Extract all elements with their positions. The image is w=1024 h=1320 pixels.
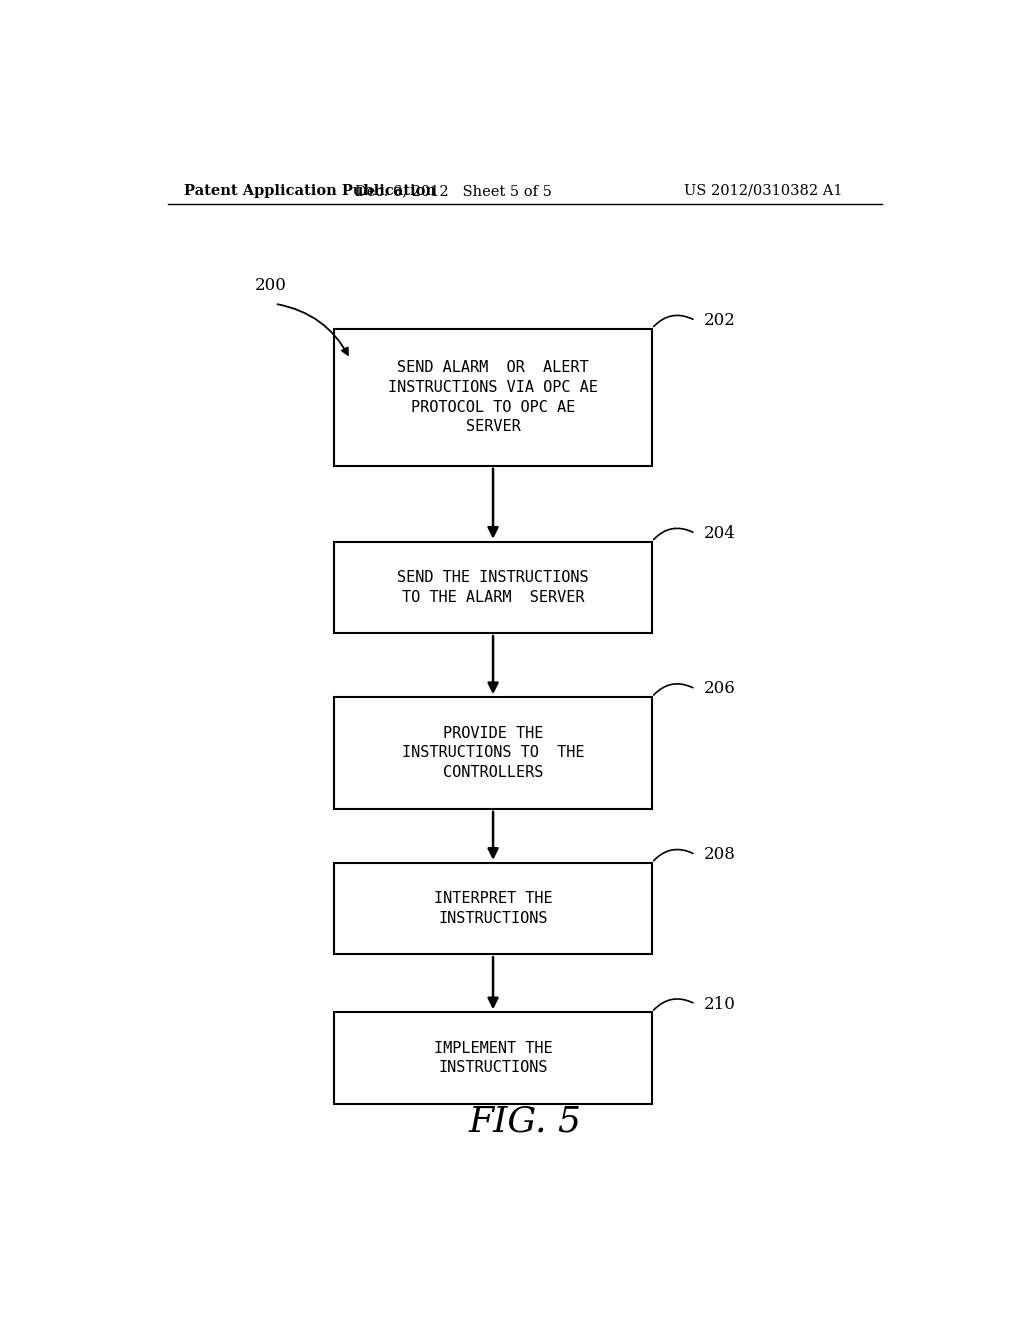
Text: IMPLEMENT THE
INSTRUCTIONS: IMPLEMENT THE INSTRUCTIONS <box>434 1040 552 1076</box>
Text: PROVIDE THE
INSTRUCTIONS TO  THE
CONTROLLERS: PROVIDE THE INSTRUCTIONS TO THE CONTROLL… <box>401 726 585 780</box>
Text: 210: 210 <box>703 995 735 1012</box>
FancyBboxPatch shape <box>334 1012 652 1104</box>
Text: Dec. 6, 2012   Sheet 5 of 5: Dec. 6, 2012 Sheet 5 of 5 <box>355 183 552 198</box>
FancyBboxPatch shape <box>334 697 652 809</box>
Text: 200: 200 <box>255 277 287 294</box>
Text: SEND ALARM  OR  ALERT
INSTRUCTIONS VIA OPC AE
PROTOCOL TO OPC AE
SERVER: SEND ALARM OR ALERT INSTRUCTIONS VIA OPC… <box>388 360 598 434</box>
Text: 206: 206 <box>703 681 735 697</box>
Text: 204: 204 <box>703 525 735 543</box>
Text: FIG. 5: FIG. 5 <box>468 1105 582 1139</box>
Text: 202: 202 <box>703 312 735 329</box>
Text: SEND THE INSTRUCTIONS
TO THE ALARM  SERVER: SEND THE INSTRUCTIONS TO THE ALARM SERVE… <box>397 570 589 605</box>
FancyBboxPatch shape <box>334 863 652 954</box>
FancyBboxPatch shape <box>334 329 652 466</box>
FancyBboxPatch shape <box>334 541 652 634</box>
Text: Patent Application Publication: Patent Application Publication <box>183 183 435 198</box>
Text: 208: 208 <box>703 846 735 863</box>
Text: INTERPRET THE
INSTRUCTIONS: INTERPRET THE INSTRUCTIONS <box>434 891 552 925</box>
Text: US 2012/0310382 A1: US 2012/0310382 A1 <box>684 183 842 198</box>
